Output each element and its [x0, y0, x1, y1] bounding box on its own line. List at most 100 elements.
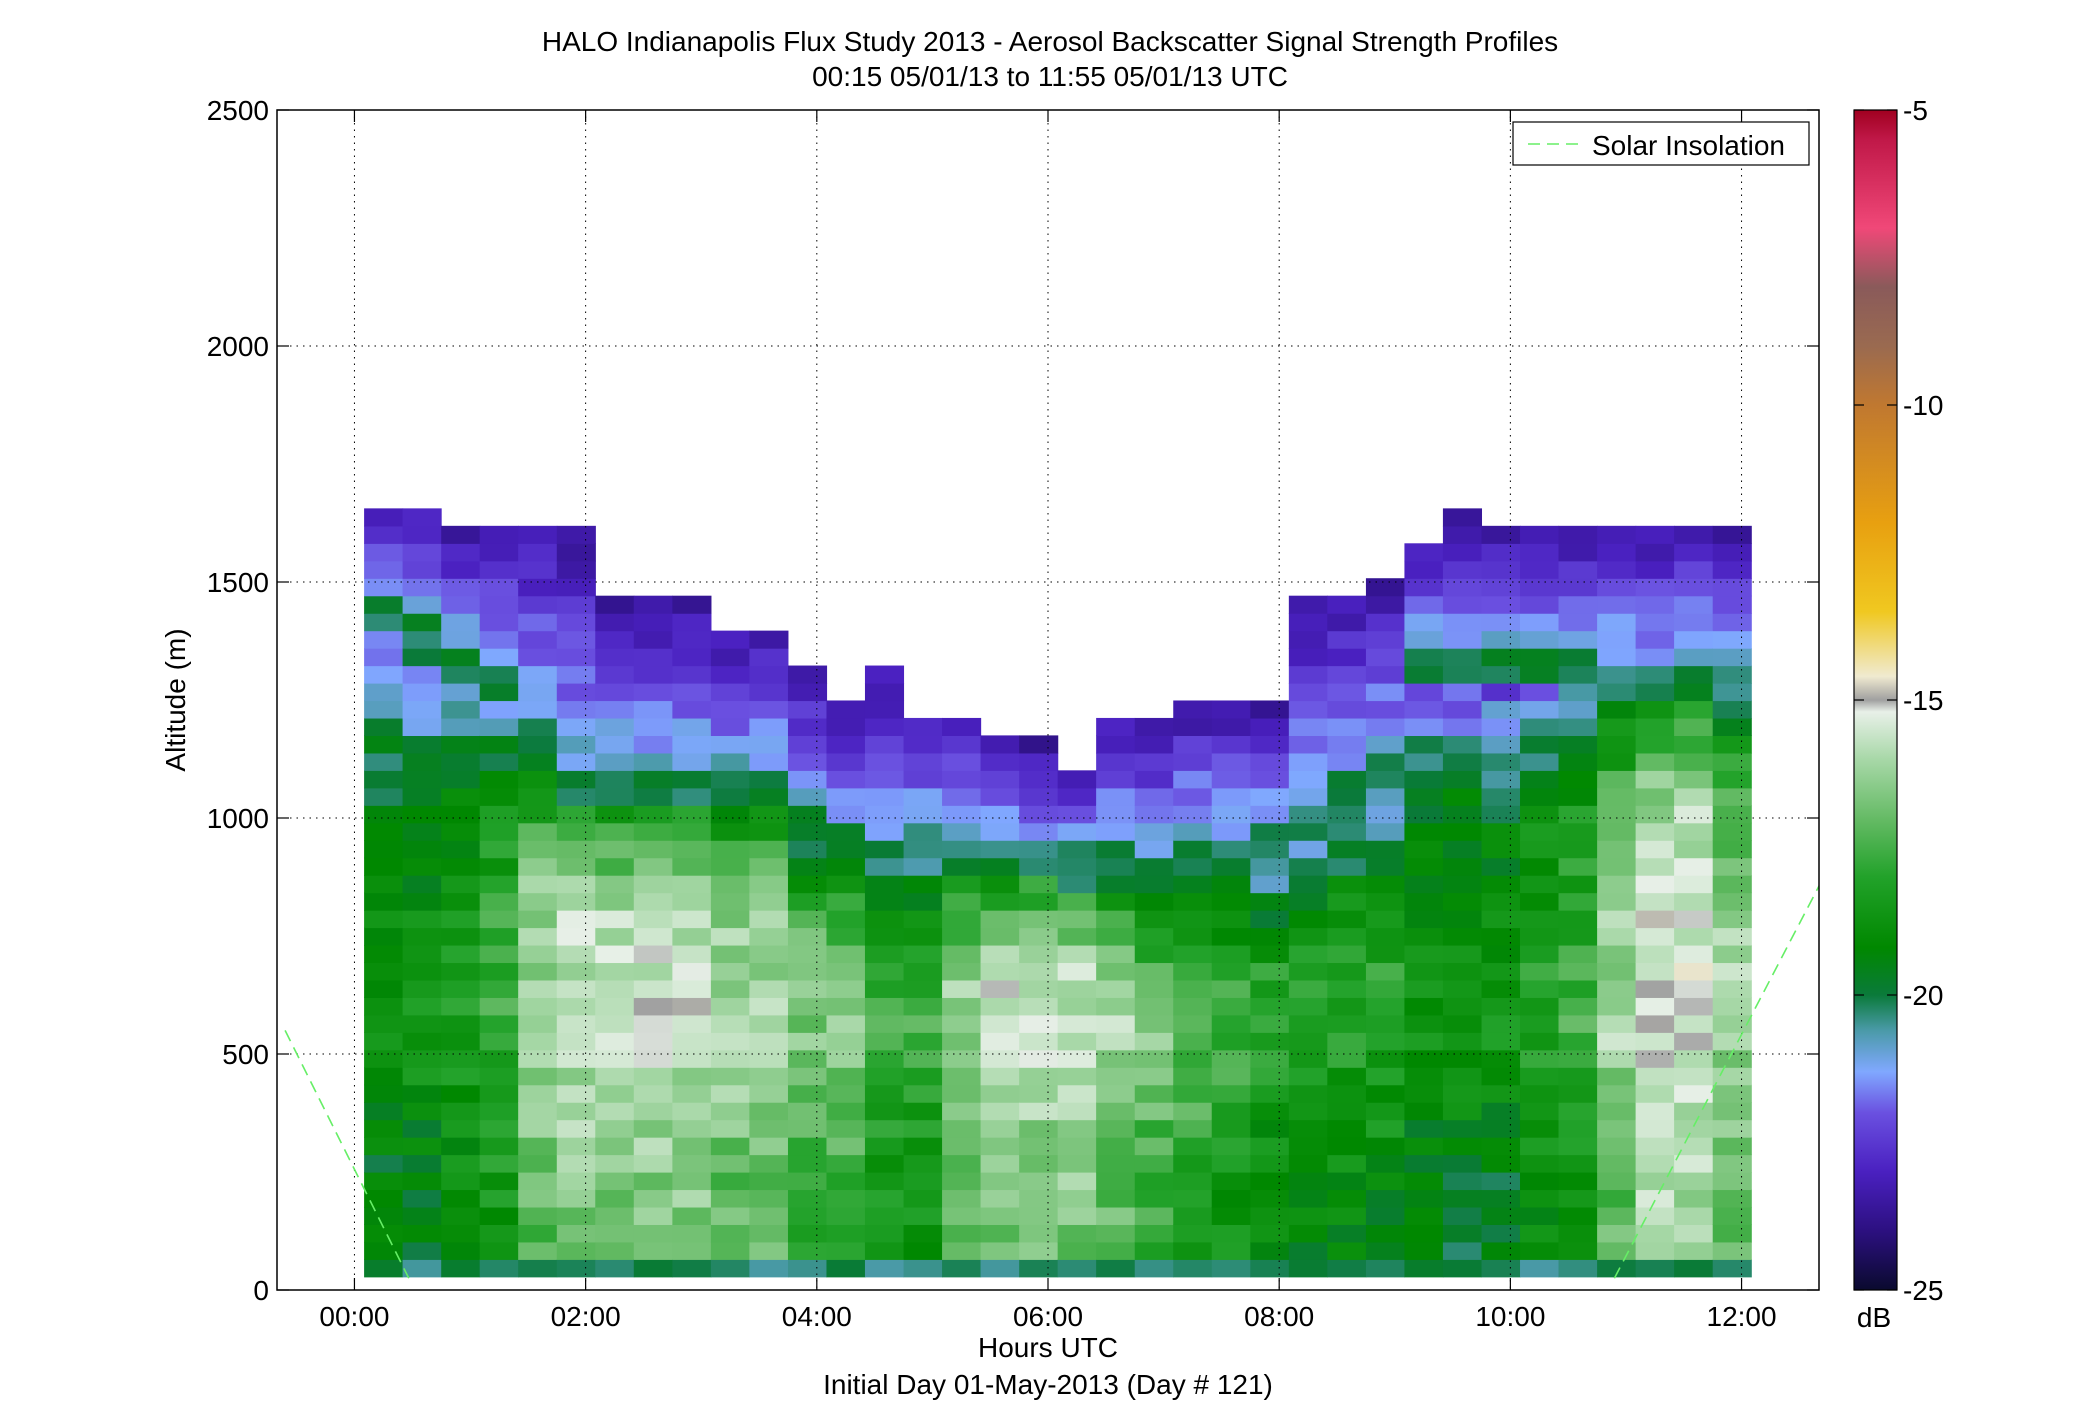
heatmap-cell	[749, 1241, 789, 1260]
heatmap-cell	[1674, 613, 1714, 632]
heatmap-cell	[633, 805, 673, 824]
heatmap-cell	[1597, 1067, 1637, 1086]
heatmap-cell	[980, 1067, 1020, 1086]
heatmap-cell	[1173, 1224, 1213, 1243]
y-tick-label: 500	[222, 1039, 269, 1070]
heatmap-cell	[942, 752, 982, 771]
heatmap-cell	[710, 1119, 750, 1138]
heatmap-cell	[1520, 875, 1560, 894]
heatmap-cell	[1404, 822, 1444, 841]
heatmap-cell	[672, 910, 712, 929]
heatmap-cell	[1597, 1241, 1637, 1260]
heatmap-cell	[441, 1241, 481, 1260]
heatmap-cell	[787, 1137, 828, 1156]
heatmap-cell	[1481, 1049, 1521, 1068]
heatmap-cell	[1327, 979, 1367, 998]
heatmap-cell	[1327, 1259, 1367, 1278]
heatmap-cell	[1520, 543, 1560, 562]
heatmap-cell	[1712, 1172, 1752, 1191]
heatmap-cell	[1096, 1224, 1136, 1243]
heatmap-cell	[1211, 875, 1251, 894]
heatmap-cell	[1134, 840, 1174, 859]
heatmap-cell	[749, 735, 789, 754]
heatmap-cell	[633, 1224, 673, 1243]
heatmap-cell	[1250, 1137, 1290, 1156]
heatmap-cell	[1288, 1014, 1328, 1033]
heatmap-cell	[1404, 892, 1444, 911]
heatmap-cell	[1019, 1119, 1059, 1138]
heatmap-cell	[1442, 822, 1483, 841]
heatmap-cell	[1365, 578, 1406, 597]
heatmap-cell	[1365, 979, 1406, 998]
heatmap-cell	[864, 1102, 905, 1121]
heatmap-cell	[1442, 979, 1483, 998]
heatmap-cell	[1712, 1102, 1752, 1121]
heatmap-cell	[1057, 1049, 1097, 1068]
heatmap-cell	[1173, 979, 1213, 998]
heatmap-cell	[1404, 1154, 1444, 1173]
heatmap-cell	[1365, 595, 1406, 614]
heatmap-cell	[1288, 1084, 1328, 1103]
colorbar-tick-label: -5	[1903, 95, 1928, 126]
heatmap-cell	[1404, 770, 1444, 789]
heatmap-cell	[1481, 543, 1521, 562]
heatmap-cell	[1481, 595, 1521, 614]
heatmap-cell	[1173, 735, 1213, 754]
heatmap-cell	[672, 752, 712, 771]
heatmap-cell	[1096, 997, 1136, 1016]
heatmap-cell	[441, 1119, 481, 1138]
heatmap-cell	[402, 805, 442, 824]
heatmap-cell	[749, 700, 789, 719]
heatmap-cell	[1520, 962, 1560, 981]
colorbar-tick-label: -10	[1903, 390, 1943, 421]
heatmap-cell	[903, 752, 943, 771]
x-tick-label: 06:00	[1013, 1301, 1083, 1332]
heatmap-cell	[1134, 1172, 1174, 1191]
heatmap-cell	[1520, 648, 1560, 667]
heatmap-cell	[633, 857, 673, 876]
heatmap-cell	[1597, 1119, 1637, 1138]
heatmap-cell	[595, 1259, 635, 1278]
heatmap-cell	[1520, 1224, 1560, 1243]
heatmap-cell	[595, 613, 635, 632]
heatmap-cell	[1134, 1154, 1174, 1173]
heatmap-cell	[441, 1067, 481, 1086]
colorbar: -5 -10 -15 -20 -25 dB	[1853, 95, 1943, 1333]
heatmap-cell	[1481, 1154, 1521, 1173]
heatmap-cell	[980, 1049, 1020, 1068]
heatmap-cell	[749, 1119, 789, 1138]
heatmap-cell	[595, 717, 635, 736]
heatmap-cell	[864, 1032, 905, 1051]
heatmap-cell	[1481, 630, 1521, 649]
heatmap-cell	[903, 962, 943, 981]
heatmap-cell	[1442, 927, 1483, 946]
heatmap-cell	[556, 1224, 596, 1243]
heatmap-cell	[942, 1137, 982, 1156]
heatmap-cell	[402, 508, 442, 527]
heatmap-cell	[710, 892, 750, 911]
heatmap-cell	[441, 875, 481, 894]
heatmap-cell	[1674, 944, 1714, 964]
heatmap-cell	[441, 1224, 481, 1243]
heatmap-cell	[1096, 1049, 1136, 1068]
heatmap-cell	[595, 1189, 635, 1208]
heatmap-cell	[1597, 683, 1637, 702]
heatmap-cell	[441, 840, 481, 859]
heatmap-cell	[1635, 770, 1675, 789]
heatmap-cell	[441, 752, 481, 771]
heatmap-cell	[864, 1084, 905, 1103]
heatmap-cell	[556, 910, 596, 929]
heatmap-cell	[1481, 1119, 1521, 1138]
heatmap-cell	[556, 1102, 596, 1121]
heatmap-cell	[672, 857, 712, 876]
heatmap-cell	[942, 979, 982, 998]
heatmap-cell	[1134, 717, 1174, 736]
heatmap-cell	[364, 508, 404, 527]
heatmap-cell	[787, 665, 828, 684]
heatmap-cell	[710, 875, 750, 894]
heatmap-cell	[903, 805, 943, 824]
heatmap-cell	[1365, 892, 1406, 911]
heatmap-cell	[556, 1137, 596, 1156]
heatmap-cell	[1250, 1014, 1290, 1033]
y-tick-label: 2500	[207, 95, 269, 126]
